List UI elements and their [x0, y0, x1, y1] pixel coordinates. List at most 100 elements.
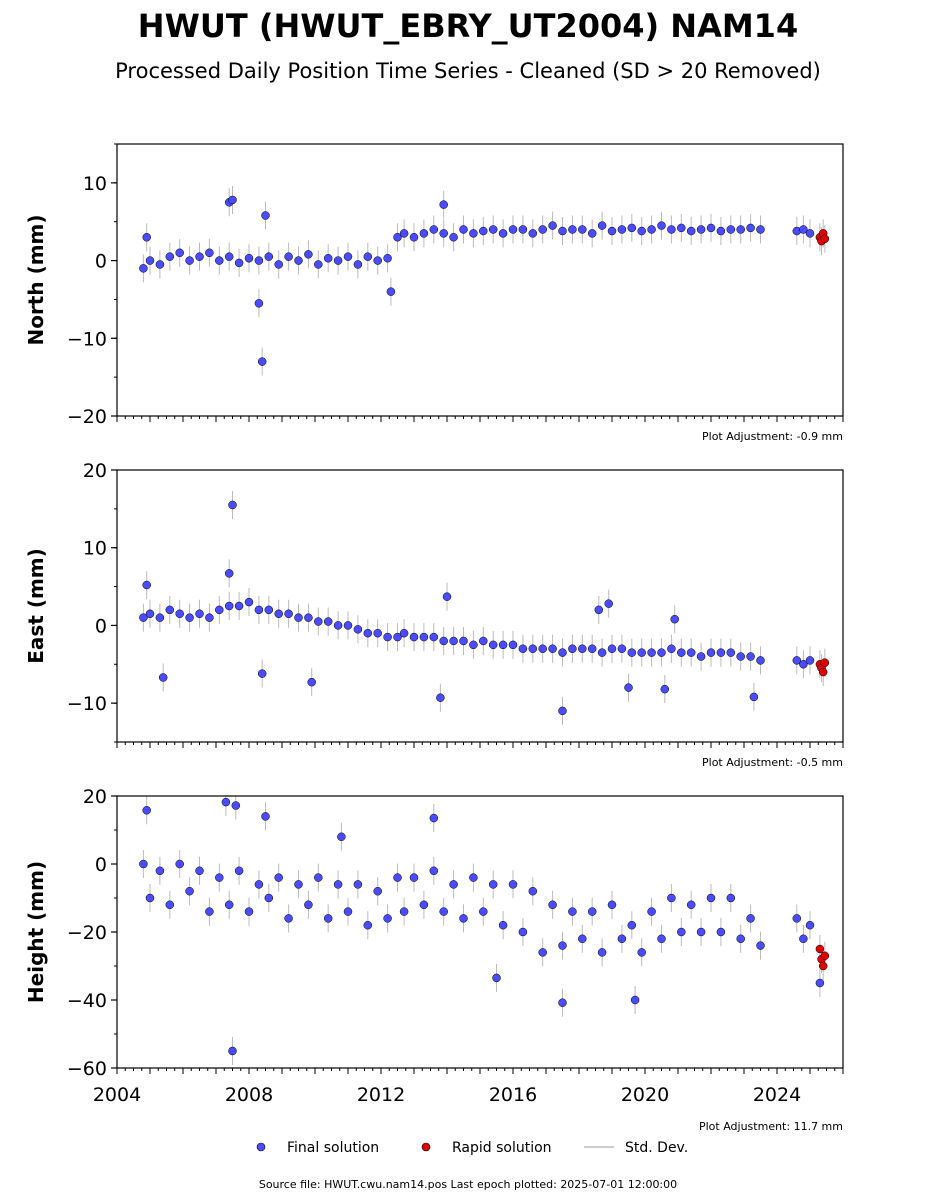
final-solution-point: [508, 880, 518, 889]
final-solution-point: [254, 880, 264, 889]
final-solution-point: [304, 900, 313, 910]
final-solution-point: [244, 907, 254, 916]
final-solution-point: [323, 914, 333, 923]
final-solution-point: [254, 256, 264, 265]
final-solution-point: [459, 636, 468, 646]
final-solution-point: [578, 934, 587, 944]
legend-rapid-label: Rapid solution: [452, 1140, 552, 1156]
final-solution-point: [264, 893, 274, 903]
final-solution-point: [409, 233, 419, 242]
final-solution-point: [234, 866, 244, 876]
final-solution-point: [657, 648, 666, 657]
legend-std-label: Std. Dev.: [625, 1140, 688, 1156]
final-solution-point: [175, 248, 184, 258]
final-solution-point: [195, 609, 204, 619]
final-solution-point: [746, 223, 755, 233]
final-solution-point: [257, 357, 267, 366]
final-solution-point: [304, 613, 313, 622]
final-solution-point: [228, 1046, 237, 1056]
final-solution-point: [716, 648, 726, 657]
final-solution-point: [353, 880, 363, 889]
final-solution-point: [624, 683, 633, 692]
final-solution-point: [234, 601, 244, 611]
final-solution-point: [657, 934, 666, 944]
final-solution-point: [805, 920, 815, 930]
x-tick-label: 2016: [489, 1084, 537, 1106]
final-solution-point: [343, 252, 353, 261]
final-solution-point: [706, 893, 716, 903]
final-solution-point: [284, 914, 293, 923]
final-solution-point: [568, 907, 577, 916]
final-solution-point: [307, 677, 316, 687]
final-solution-point: [284, 609, 293, 619]
final-solution-point: [558, 648, 567, 657]
final-solution-point: [383, 632, 392, 642]
y-tick-label: −20: [67, 922, 107, 944]
final-solution-point: [799, 660, 808, 669]
final-solution-point: [607, 900, 617, 910]
final-solution-point: [578, 225, 587, 234]
y-tick-label: 0: [95, 615, 107, 637]
final-solution-point: [294, 613, 303, 622]
final-solution-point: [597, 948, 607, 957]
final-solution-point: [254, 299, 264, 308]
legend: Final solution Rapid solution Std. Dev.: [256, 1140, 688, 1156]
y-tick-label: −40: [67, 990, 107, 1012]
final-solution-point: [756, 656, 765, 665]
final-solution-point: [155, 613, 165, 622]
final-solution-point: [647, 648, 656, 657]
final-solution-point: [234, 258, 244, 268]
final-solution-point: [205, 907, 214, 916]
final-solution-point: [195, 866, 204, 876]
final-solution-point: [607, 226, 617, 236]
final-solution-point: [686, 900, 696, 910]
final-solution-point: [815, 978, 825, 988]
final-solution-point: [195, 252, 204, 261]
final-solution-point: [419, 900, 429, 910]
final-solution-point: [677, 927, 686, 937]
rapid-solution-point: [815, 944, 825, 954]
final-solution-point: [647, 907, 656, 916]
final-solution-point: [449, 880, 458, 889]
final-solution-point: [353, 625, 363, 634]
final-solution-point: [274, 260, 283, 269]
final-solution-point: [558, 706, 567, 716]
final-solution-point: [393, 233, 402, 242]
legend-rapid-marker: [421, 1142, 431, 1152]
x-tick-label: 2024: [753, 1084, 801, 1106]
final-solution-point: [558, 941, 567, 950]
final-solution-point: [264, 252, 274, 261]
final-solution-point: [548, 900, 557, 910]
final-solution-point: [597, 221, 607, 230]
final-solution-point: [498, 229, 508, 238]
final-solution-point: [617, 644, 627, 653]
final-solution-point: [696, 652, 706, 661]
final-solution-point: [155, 260, 165, 269]
final-solution-point: [228, 500, 237, 510]
final-solution-point: [145, 893, 155, 903]
final-solution-point: [215, 873, 224, 882]
final-solution-point: [337, 832, 346, 842]
final-solution-point: [607, 644, 617, 653]
final-solution-point: [587, 644, 597, 653]
rapid-solution-point: [820, 658, 830, 667]
final-solution-point: [716, 226, 726, 236]
final-solution-point: [792, 656, 802, 665]
final-solution-point: [215, 605, 224, 615]
final-solution-point: [630, 995, 640, 1005]
final-solution-point: [558, 226, 567, 236]
final-solution-point: [429, 866, 439, 876]
height-panel: 20 0 −20 −40 −60 2004 2008 2012 2016 2020 2024 Heig…: [24, 786, 844, 1133]
final-solution-point: [706, 223, 716, 233]
final-solution-point: [637, 648, 646, 657]
final-solution-point: [429, 225, 439, 234]
final-solution-point: [696, 225, 706, 234]
final-solution-point: [393, 632, 402, 642]
final-solution-point: [799, 225, 808, 234]
final-solution-point: [284, 252, 293, 261]
final-solution-point: [508, 640, 518, 650]
y-tick-label: −10: [67, 693, 107, 715]
final-solution-point: [142, 233, 151, 242]
plot-adjustment: Plot Adjustment: -0.5 mm: [702, 756, 843, 769]
final-solution-point: [597, 648, 607, 657]
